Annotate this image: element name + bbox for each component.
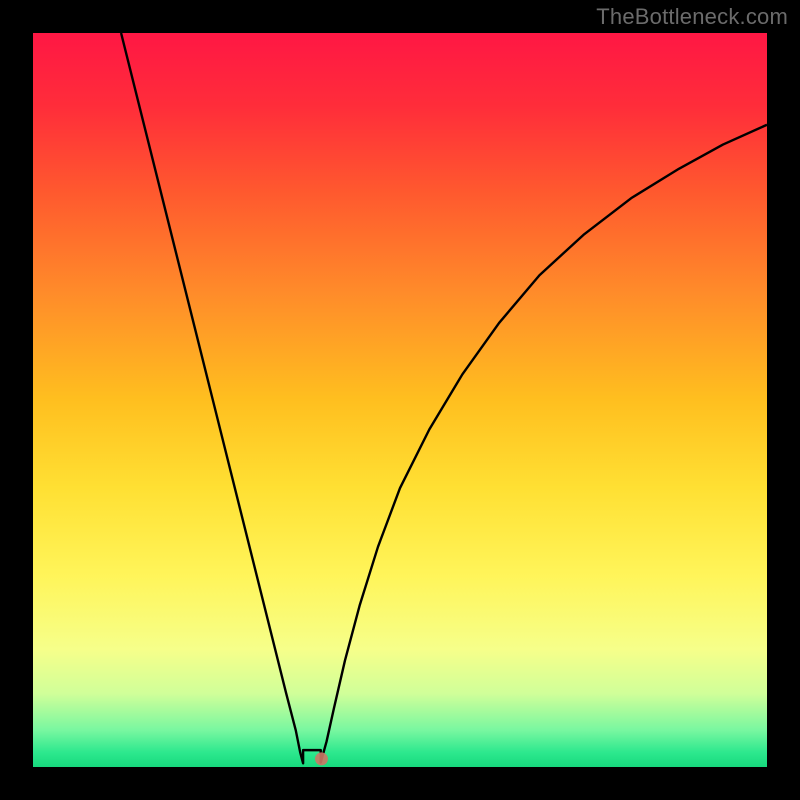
chart-background	[33, 33, 767, 767]
watermark-text: TheBottleneck.com	[596, 4, 788, 30]
optimal-point-marker	[315, 752, 328, 765]
bottleneck-chart	[33, 33, 767, 767]
